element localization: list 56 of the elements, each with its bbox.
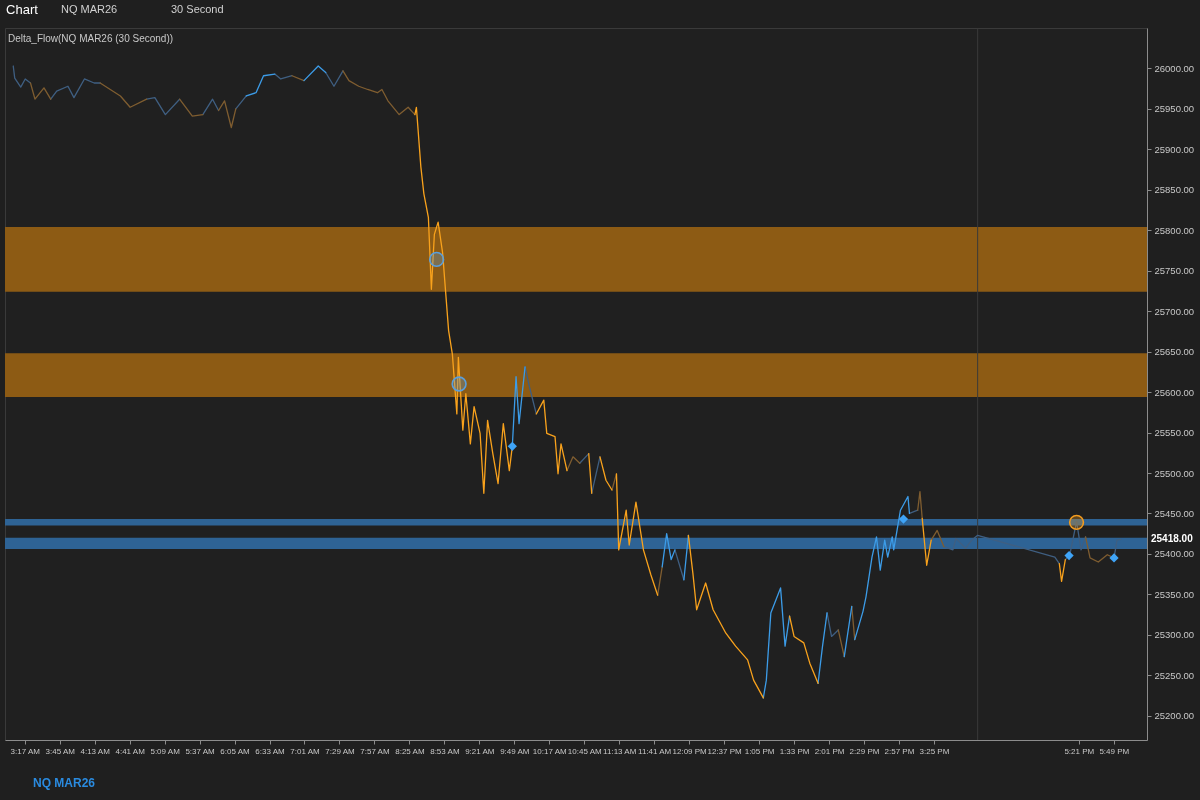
y-tick-label: 25600.00 — [1154, 386, 1195, 398]
x-tick-label: 5:09 AM — [150, 746, 181, 756]
x-tick-label: 5:37 AM — [185, 746, 216, 756]
text: NQ MAR26 — [32, 776, 96, 790]
y-tick-label: 25700.00 — [1154, 305, 1195, 317]
x-tick-label: 12:09 PM — [672, 746, 708, 756]
y-tick-label: 25250.00 — [1154, 669, 1195, 681]
point — [1064, 550, 1074, 561]
y-tick-label: 25350.00 — [1154, 588, 1195, 600]
x-tick-label: 6:33 AM — [255, 746, 286, 756]
point — [1068, 514, 1085, 531]
y-tick-label: 25450.00 — [1154, 507, 1195, 519]
x-tick-label: 5:49 PM — [1099, 746, 1130, 756]
y-tick-label: 25400.00 — [1154, 548, 1195, 560]
y-tick-label: 25750.00 — [1154, 265, 1195, 277]
x-tick-label: 9:49 AM — [500, 746, 530, 756]
x-tick-label: 10:45 AM — [567, 746, 602, 756]
text: Chart — [6, 2, 39, 17]
x-tick-label: 8:25 AM — [395, 746, 425, 756]
x-tick-label: 2:01 PM — [814, 746, 845, 756]
text: NQ MAR26 — [61, 3, 118, 15]
x-tick-label: 3:17 AM — [10, 746, 41, 756]
x-tick-label: 3:45 AM — [45, 746, 76, 756]
point — [428, 251, 445, 268]
x-tick-label: 1:05 PM — [744, 746, 775, 756]
x-tick-label: 8:53 AM — [430, 746, 460, 756]
y-tick-label: 26000.00 — [1154, 62, 1195, 74]
y-tick-label: 25900.00 — [1154, 143, 1195, 155]
y-tick-label: 25200.00 — [1154, 710, 1195, 722]
point — [451, 376, 467, 392]
text: 30 Second — [171, 3, 224, 15]
x-tick-label: 9:21 AM — [465, 746, 495, 756]
y-tick-label: 25500.00 — [1154, 467, 1195, 479]
x-tick-label: 7:29 AM — [325, 746, 355, 756]
y-tick-label: 25550.00 — [1154, 427, 1195, 439]
x-tick-label: 11:41 AM — [638, 746, 672, 756]
y-tick-label: 25300.00 — [1154, 629, 1195, 641]
y-tick-label: 25800.00 — [1154, 224, 1195, 236]
x-tick-label: 3:25 PM — [919, 746, 950, 756]
y-tick-label: 25950.00 — [1154, 103, 1195, 115]
x-tick-label: 4:41 AM — [115, 746, 146, 756]
x-tick-label: 12:37 PM — [707, 746, 743, 756]
annotation: 25418.00 — [1151, 533, 1194, 545]
x-tick-label: 1:33 PM — [779, 746, 810, 756]
x-tick-label: 4:13 AM — [80, 746, 111, 756]
x-tick-label: 7:01 AM — [290, 746, 320, 756]
y-tick-label: 25850.00 — [1154, 184, 1195, 196]
x-tick-label: 2:29 PM — [849, 746, 880, 756]
x-tick-label: 6:05 AM — [220, 746, 251, 756]
x-tick-label: 10:17 AM — [532, 746, 567, 756]
x-tick-label: 11:13 AM — [603, 746, 637, 756]
y-tick-label: 25650.00 — [1154, 346, 1195, 358]
x-tick-label: 2:57 PM — [884, 746, 915, 756]
text: Delta_Flow(NQ MAR26 (30 Second)) — [8, 33, 174, 44]
x-tick-label: 5:21 PM — [1064, 746, 1095, 756]
x-tick-label: 7:57 AM — [360, 746, 390, 756]
